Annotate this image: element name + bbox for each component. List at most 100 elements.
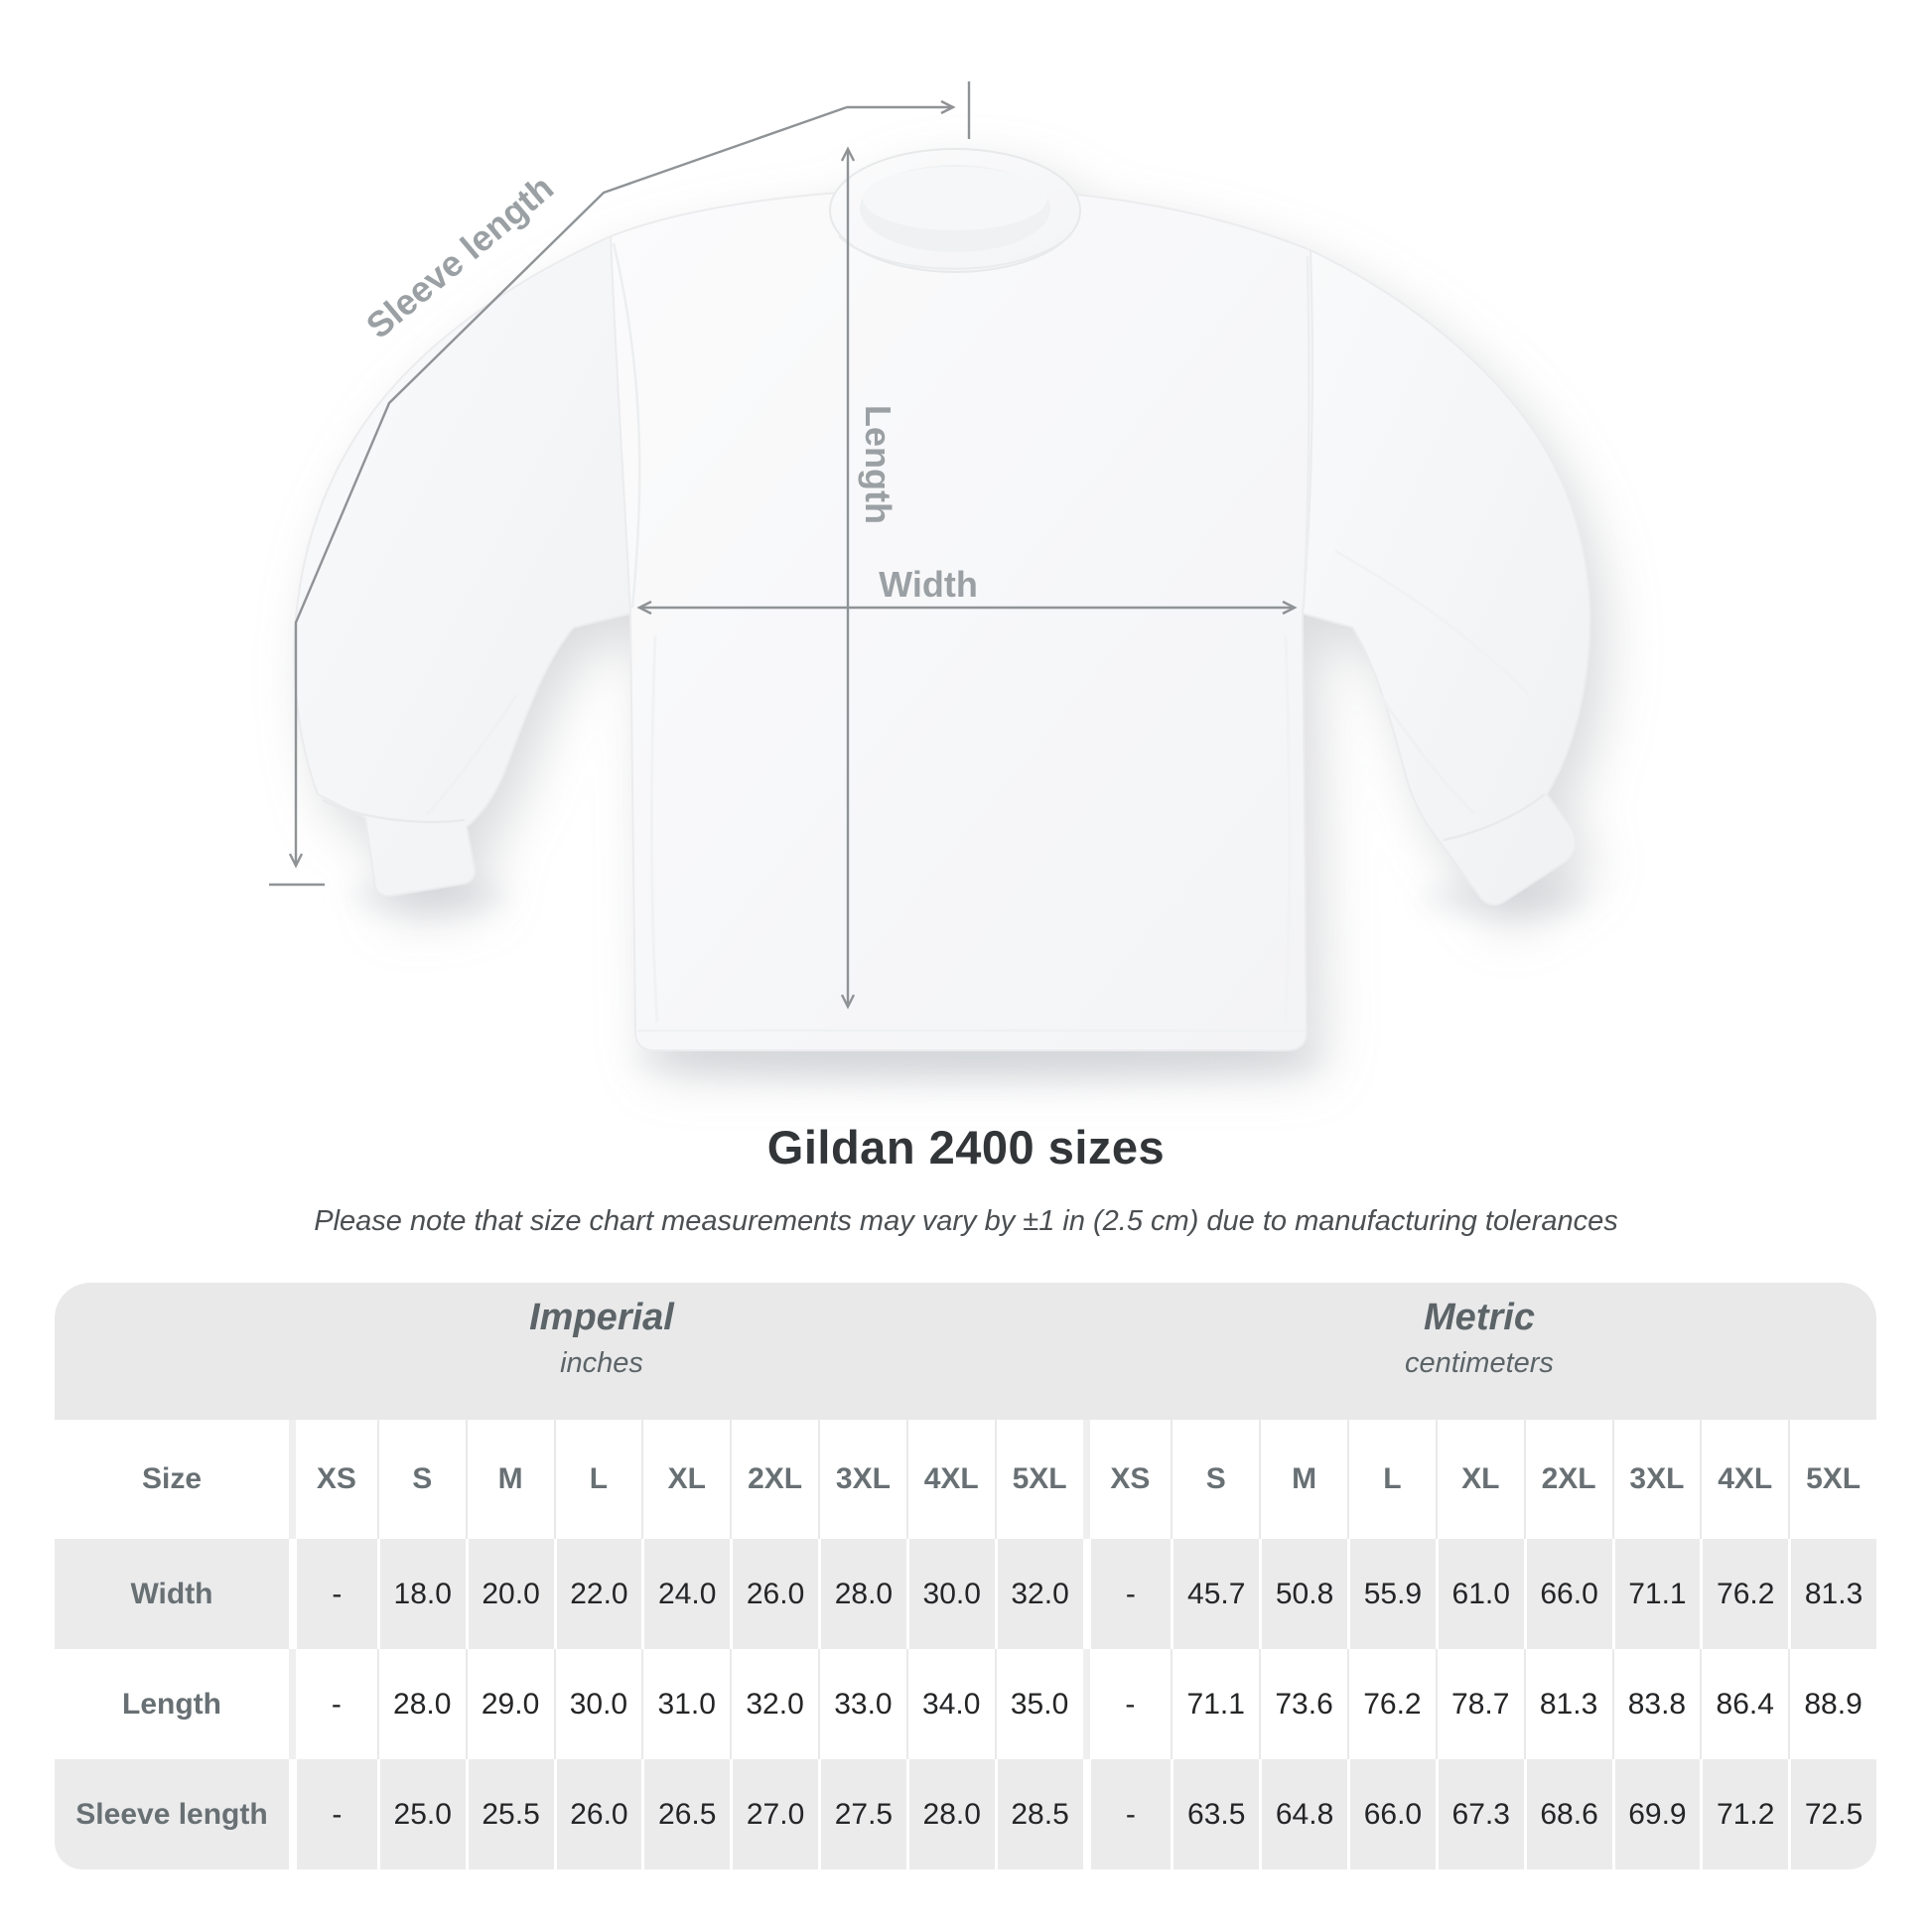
table-cell: 25.0	[376, 1759, 466, 1869]
table-cell: 72.5	[1788, 1759, 1876, 1869]
page-title: Gildan 2400 sizes	[766, 1121, 1166, 1173]
table-cell: -	[289, 1539, 377, 1649]
table-cell: 78.7	[1435, 1649, 1524, 1759]
shirt-left-sleeve	[293, 234, 643, 897]
length-label: Length	[858, 405, 898, 524]
table-cell: 67.3	[1435, 1759, 1524, 1869]
table-cell: -	[1082, 1539, 1172, 1649]
shirt-body	[609, 187, 1313, 1051]
table-cell: 66.0	[1523, 1539, 1612, 1649]
table-header-cell: L	[553, 1420, 642, 1539]
table-cell: 28.0	[818, 1539, 906, 1649]
table-cell: 18.0	[376, 1539, 466, 1649]
table-header-row: Size XS S M L XL 2XL 3XL 4XL 5XL XS S M …	[55, 1420, 1876, 1539]
table-cell: 76.2	[1347, 1649, 1436, 1759]
table-header-cell: 3XL	[1611, 1420, 1701, 1539]
row-label: Sleeve length	[55, 1759, 289, 1869]
table-header-cell: XL	[641, 1420, 730, 1539]
table-header-cell: 2XL	[1523, 1420, 1612, 1539]
table-cell: 88.9	[1788, 1649, 1876, 1759]
table-cell: -	[1082, 1759, 1172, 1869]
table-cell: 27.5	[818, 1759, 906, 1869]
table-cell: 32.0	[730, 1649, 818, 1759]
table-header-cell: 5XL	[994, 1420, 1083, 1539]
table-header-cell: XS	[1082, 1420, 1172, 1539]
shirt-diagram-svg: Sleeve length Length Width	[269, 81, 1591, 1078]
table-cell: 61.0	[1435, 1539, 1524, 1649]
row-label: Width	[55, 1539, 289, 1649]
table-cell: -	[289, 1649, 377, 1759]
table-cell: 33.0	[818, 1649, 906, 1759]
table-cell: 26.5	[641, 1759, 731, 1869]
table-cell: 25.5	[465, 1759, 554, 1869]
table-cell: 29.0	[465, 1649, 554, 1759]
table-cell: 26.0	[730, 1539, 818, 1649]
shirt-right-sleeve	[1301, 248, 1591, 906]
size-column-header: Size	[141, 1462, 203, 1495]
table-row-sleeve-length: Sleeve length - 25.0 25.5 26.0 26.5 27.0…	[55, 1759, 1876, 1869]
size-table: Imperial inches Metric centimeters Size …	[55, 1283, 1876, 1869]
table-row-length: Length - 28.0 29.0 30.0 31.0 32.0 33.0 3…	[55, 1649, 1876, 1759]
table-cell: 32.0	[994, 1539, 1083, 1649]
row-label: Length	[122, 1687, 221, 1721]
imperial-label: Imperial	[529, 1297, 674, 1338]
table-header-cell: M	[1259, 1420, 1347, 1539]
table-cell: 83.8	[1611, 1649, 1701, 1759]
table-header-cell: 5XL	[1788, 1420, 1876, 1539]
table-header-cell: L	[1347, 1420, 1436, 1539]
table-cell: 66.0	[1347, 1759, 1436, 1869]
table-header-cell: M	[465, 1420, 554, 1539]
table-cell: 31.0	[641, 1649, 730, 1759]
table-cell: 20.0	[465, 1539, 554, 1649]
metric-sublabel: centimeters	[1405, 1347, 1554, 1379]
table-cell: 35.0	[994, 1649, 1083, 1759]
table-cell: 69.9	[1611, 1759, 1701, 1869]
table-cell: -	[1082, 1649, 1172, 1759]
table-cell: 73.6	[1259, 1649, 1347, 1759]
table-header-cell: 2XL	[730, 1420, 818, 1539]
table-cell: 22.0	[553, 1539, 642, 1649]
table-header-cell: 4XL	[905, 1420, 995, 1539]
width-label: Width	[879, 564, 978, 605]
unit-group-imperial: Imperial inches	[393, 1297, 810, 1380]
table-cell: 86.4	[1700, 1649, 1788, 1759]
metric-label: Metric	[1424, 1297, 1535, 1338]
shirt-measurement-diagram: Sleeve length Length Width	[269, 81, 1591, 1078]
table-header-cell: 3XL	[818, 1420, 906, 1539]
imperial-sublabel: inches	[560, 1347, 643, 1379]
table-cell: 24.0	[641, 1539, 731, 1649]
table-cell: 28.0	[905, 1759, 995, 1869]
table-cell: 30.0	[553, 1649, 642, 1759]
table-cell: 50.8	[1259, 1539, 1347, 1649]
table-header-cell: S	[1171, 1420, 1259, 1539]
table-row-width: Width - 18.0 20.0 22.0 24.0 26.0 28.0 30…	[55, 1539, 1876, 1649]
table-cell: 55.9	[1347, 1539, 1436, 1649]
table-header-cell: 4XL	[1700, 1420, 1788, 1539]
table-cell: 71.2	[1700, 1759, 1789, 1869]
table-header-cell: XL	[1435, 1420, 1524, 1539]
long-sleeve-shirt-illustration	[293, 148, 1591, 1051]
table-cell: -	[289, 1759, 377, 1869]
table-cell: 81.3	[1788, 1539, 1876, 1649]
table-cell: 76.2	[1700, 1539, 1789, 1649]
table-cell: 71.1	[1611, 1539, 1701, 1649]
table-cell: 30.0	[905, 1539, 995, 1649]
table-header-cell: XS	[289, 1420, 377, 1539]
table-cell: 45.7	[1171, 1539, 1260, 1649]
table-cell: 26.0	[553, 1759, 642, 1869]
unit-header: Imperial inches Metric centimeters	[55, 1283, 1876, 1420]
shirt-collar	[829, 148, 1081, 273]
table-cell: 71.1	[1171, 1649, 1259, 1759]
table-cell: 81.3	[1523, 1649, 1612, 1759]
shirt-seams	[322, 242, 1546, 1033]
table-cell: 27.0	[730, 1759, 818, 1869]
measurement-annotations	[269, 81, 1298, 1010]
table-cell: 28.0	[376, 1649, 466, 1759]
table-cell: 68.6	[1523, 1759, 1612, 1869]
table-cell: 64.8	[1259, 1759, 1347, 1869]
sleeve-length-line	[288, 105, 848, 869]
table-cell: 63.5	[1171, 1759, 1260, 1869]
page-subtitle: Please note that size chart measurements…	[314, 1205, 1618, 1237]
table-cell: 34.0	[905, 1649, 995, 1759]
unit-group-metric: Metric centimeters	[1271, 1297, 1688, 1380]
